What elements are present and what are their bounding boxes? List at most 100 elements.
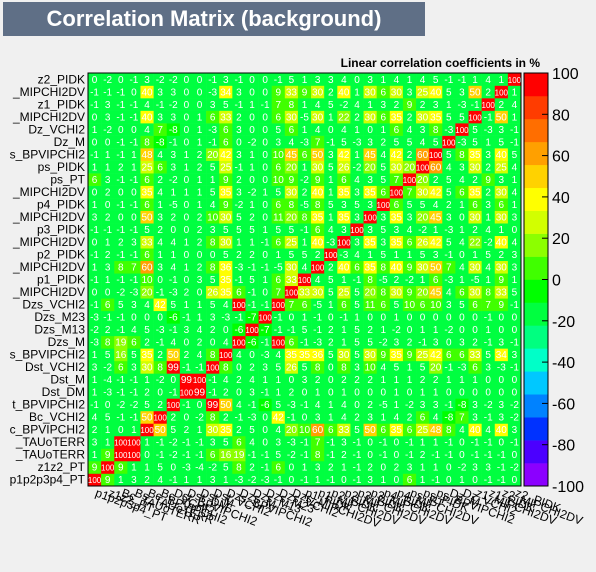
heatmap-cell [232,285,246,299]
heatmap-cell [245,435,259,449]
cell-value-label: 0 [210,338,216,349]
heatmap-cell [429,473,443,487]
heatmap-cell [284,473,299,487]
heatmap-cell [232,410,246,424]
cell-value-label: 6 [354,262,360,273]
heatmap-cell [389,448,404,462]
heatmap-cell [179,473,194,487]
cell-value-label: 8 [210,237,216,248]
heatmap-cell [507,160,522,174]
heatmap-cell [88,373,102,387]
cell-value-label: 0 [289,313,295,324]
cell-value-label: -1 [326,450,335,461]
heatmap-cell [192,398,207,412]
cell-value-label: 1 [485,275,491,286]
heatmap-cell [494,285,509,299]
cell-value-label: 7 [157,125,163,136]
heatmap-cell [271,448,286,462]
cell-value-label: -3 [129,288,138,299]
heatmap-cell [442,223,456,236]
heatmap-cell [153,360,168,374]
heatmap-cell [442,173,456,186]
color-scale-tick-label: -100 [552,479,584,496]
cell-value-label: -1 [182,400,191,411]
heatmap-cell [192,360,207,374]
cell-value-label: 36 [220,262,232,273]
heatmap-cell [297,173,312,186]
heatmap-cell [179,223,194,236]
heatmap-cell [363,298,377,312]
heatmap-cell [114,460,128,474]
heatmap-cell [232,360,246,374]
cell-value-label: 40 [338,87,350,98]
heatmap-cell [258,385,272,399]
heatmap-cell [311,473,325,487]
heatmap-cell [245,160,259,174]
heatmap-cell [153,198,168,211]
cell-value-label: 3 [380,212,386,223]
heatmap-cell [140,360,154,374]
heatmap-cell [166,335,181,349]
color-scale-segment [524,73,548,97]
heatmap-cell [153,185,168,199]
cell-value-label: -2 [103,75,112,86]
cell-value-label: 0 [433,313,439,324]
cell-value-label: 1 [420,475,426,486]
heatmap-cell [402,160,417,174]
cell-value-label: 60 [430,162,442,173]
cell-value-label: 5 [171,425,177,436]
heatmap-cell [166,473,181,487]
heatmap-cell [140,148,154,161]
heatmap-cell [127,398,141,412]
heatmap-cell [297,385,312,399]
cell-value-label: 1 [302,162,308,173]
heatmap-cell [455,285,469,299]
cell-value-label: 3 [210,225,216,236]
heatmap-cell [455,385,469,399]
cell-value-label: 1 [275,388,281,399]
heatmap-cell [271,460,286,474]
color-scale-tick-label: 60 [552,149,570,166]
cell-value-label: 1 [302,125,308,136]
cell-value-label: -1 [484,413,493,424]
heatmap-cell [101,235,115,249]
cell-value-label: 1 [197,112,203,123]
cell-value-label: -5 [169,200,178,211]
heatmap-cell [311,210,325,224]
heatmap-cell [271,435,286,449]
cell-value-label: 3 [315,463,321,474]
cell-value-label: 1 [512,175,518,186]
cell-value-label: 4 [407,225,413,236]
cell-value-label: -1 [103,87,112,98]
heatmap-cell [389,410,404,424]
cell-value-label: 100 [245,326,259,335]
heatmap-cell [114,398,128,412]
heatmap-cell [429,160,443,174]
cell-value-label: 3 [367,137,373,148]
heatmap-cell [376,473,391,487]
cell-value-label: 7 [289,300,295,311]
cell-value-label: 100 [468,113,482,122]
cell-value-label: -1 [274,325,283,336]
cell-value-label: -1 [339,313,348,324]
heatmap-cell [232,435,246,449]
heatmap-cell [114,285,128,299]
cell-value-label: 2 [354,413,360,424]
heatmap-cell [245,360,259,374]
heatmap-cell [166,448,181,462]
heatmap-cell [507,335,522,349]
heatmap-cell [429,348,443,362]
cell-value-label: 0 [354,75,360,86]
heatmap-cell [245,260,259,274]
cell-value-label: 5 [210,162,216,173]
cell-value-label: -2 [287,450,296,461]
cell-value-label: -2 [103,363,112,374]
cell-value-label: 35 [220,425,232,436]
cell-value-label: 3 [485,150,491,161]
cell-value-label: 1 [328,112,334,123]
heatmap-cell [88,398,102,412]
cell-value-label: -1 [129,100,138,111]
heatmap-cell [271,360,286,374]
cell-value-label: 3 [367,475,373,486]
cell-value-label: 100 [101,464,115,473]
